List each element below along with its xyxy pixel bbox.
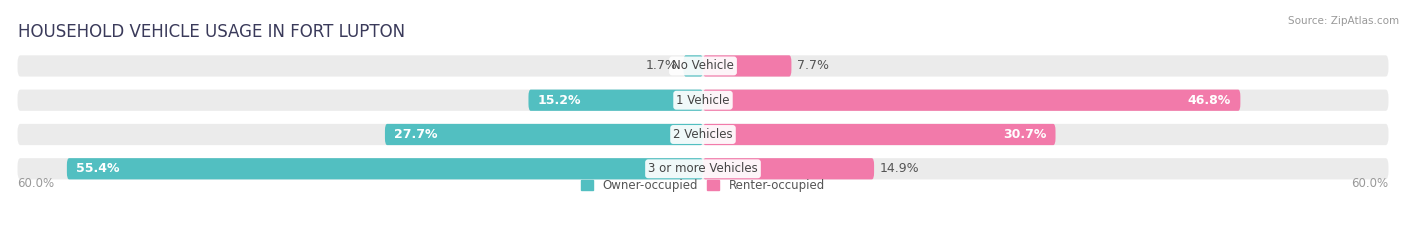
FancyBboxPatch shape: [17, 90, 1389, 111]
Text: 1 Vehicle: 1 Vehicle: [676, 94, 730, 107]
Text: 7.7%: 7.7%: [797, 59, 830, 72]
Text: 3 or more Vehicles: 3 or more Vehicles: [648, 162, 758, 175]
Text: 30.7%: 30.7%: [1002, 128, 1046, 141]
FancyBboxPatch shape: [17, 158, 1389, 179]
Text: HOUSEHOLD VEHICLE USAGE IN FORT LUPTON: HOUSEHOLD VEHICLE USAGE IN FORT LUPTON: [17, 23, 405, 41]
Text: 15.2%: 15.2%: [537, 94, 581, 107]
Text: 55.4%: 55.4%: [76, 162, 120, 175]
Text: 46.8%: 46.8%: [1188, 94, 1232, 107]
Text: 1.7%: 1.7%: [645, 59, 678, 72]
Text: 2 Vehicles: 2 Vehicles: [673, 128, 733, 141]
FancyBboxPatch shape: [703, 55, 792, 77]
FancyBboxPatch shape: [67, 158, 703, 179]
FancyBboxPatch shape: [683, 55, 703, 77]
Text: 14.9%: 14.9%: [880, 162, 920, 175]
Text: Source: ZipAtlas.com: Source: ZipAtlas.com: [1288, 16, 1399, 26]
Legend: Owner-occupied, Renter-occupied: Owner-occupied, Renter-occupied: [576, 175, 830, 197]
Text: No Vehicle: No Vehicle: [672, 59, 734, 72]
FancyBboxPatch shape: [703, 90, 1240, 111]
Text: 60.0%: 60.0%: [1351, 177, 1389, 190]
FancyBboxPatch shape: [703, 158, 875, 179]
Text: 27.7%: 27.7%: [394, 128, 437, 141]
FancyBboxPatch shape: [529, 90, 703, 111]
Text: 60.0%: 60.0%: [17, 177, 55, 190]
FancyBboxPatch shape: [385, 124, 703, 145]
FancyBboxPatch shape: [17, 55, 1389, 77]
FancyBboxPatch shape: [17, 124, 1389, 145]
FancyBboxPatch shape: [703, 124, 1056, 145]
